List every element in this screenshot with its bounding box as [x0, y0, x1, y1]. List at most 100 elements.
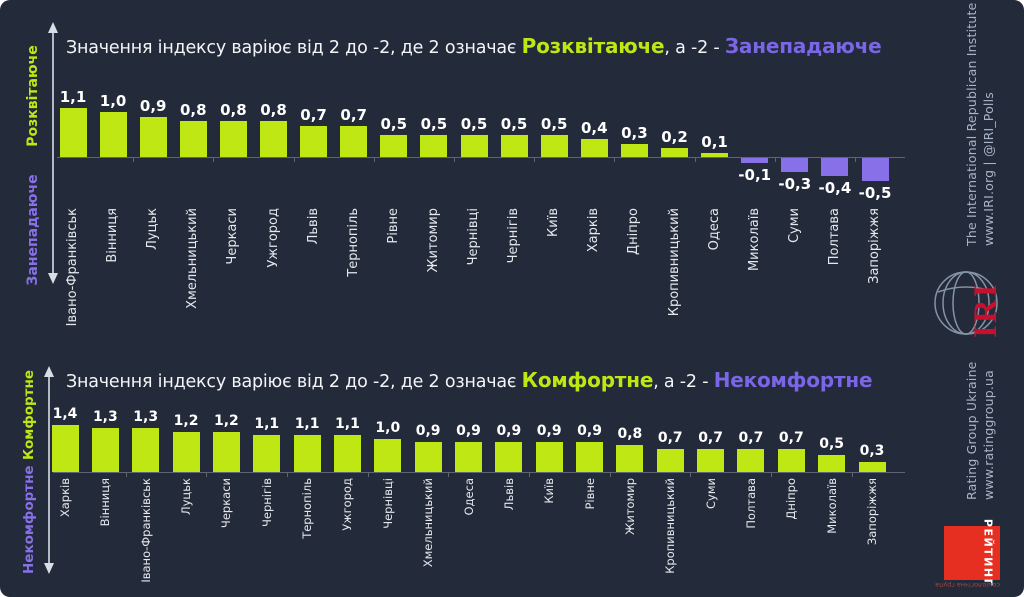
bar	[818, 455, 846, 472]
bar-city-label: Одеса	[706, 208, 722, 251]
chart1-title-prefix: Значення індексу варіює від 2 до -2, де …	[66, 38, 522, 58]
chart1-title-negative-word: Занепадаюче	[724, 34, 882, 58]
bar	[661, 148, 688, 157]
bar-city-label: Івано-Франківськ	[65, 208, 80, 327]
bar	[212, 431, 240, 472]
bar-value-label: 0,5	[420, 114, 448, 133]
bar	[495, 441, 523, 472]
bar-value-label: 1,0	[99, 92, 127, 110]
axis-tick	[206, 473, 208, 477]
bar-value-label: 0,5	[500, 114, 528, 133]
bar-value-label: 0,8	[617, 426, 643, 443]
bar-city-label: Київ	[546, 208, 562, 237]
bar-value-label: 0,9	[496, 422, 522, 439]
bar-value-label: 1,1	[335, 416, 360, 433]
axis-tick	[690, 473, 692, 477]
chart1-axis-negative-label: Занепадаюче	[25, 174, 41, 286]
bar-city-label: Суми	[703, 478, 718, 509]
iri-credit-text: The International Republican Institute w…	[964, 3, 998, 246]
bar	[179, 121, 207, 157]
rating-group-logo: РЕЙТИНГ	[944, 519, 1000, 587]
bar	[172, 431, 200, 472]
bar-value-label: 0,8	[260, 101, 287, 119]
bar-value-label: 0,2	[661, 128, 688, 146]
bar	[697, 448, 725, 472]
bar	[460, 134, 488, 157]
bar-value-label: 0,9	[456, 422, 481, 439]
iri-logo: IRI	[934, 271, 1004, 338]
axis-tick	[125, 473, 127, 477]
bar-value-label: 1,0	[375, 419, 401, 436]
chart1-title: Значення індексу варіює від 2 до -2, де …	[66, 34, 882, 58]
axis-tick	[771, 473, 773, 477]
globe-icon	[934, 271, 998, 335]
bar-value-label: 1,3	[92, 409, 118, 426]
bar-value-label: 0,9	[536, 422, 562, 439]
bar	[741, 158, 769, 163]
bar-city-label: Хмельницький	[185, 208, 201, 309]
bar	[260, 121, 287, 157]
bar	[821, 158, 849, 176]
chart2-y-axis-arrow	[44, 366, 54, 574]
bar	[737, 448, 765, 472]
chart2-title-negative-word: Некомфортне	[713, 368, 873, 392]
bar	[580, 139, 608, 157]
axis-tick	[286, 473, 288, 477]
chart2-title: Значення індексу варіює від 2 до -2, де …	[66, 368, 873, 392]
axis-tick	[694, 158, 696, 162]
axis-tick	[609, 473, 611, 477]
bar-city-label: Хмельницький	[421, 478, 436, 568]
bar-city-label: Вінниця	[98, 478, 113, 527]
bar-city-label: Івано-Франківськ	[138, 478, 153, 583]
bar-city-label: Чернігів	[506, 208, 522, 264]
bar	[374, 438, 402, 472]
bar-value-label: 0,3	[859, 442, 885, 459]
bar	[861, 158, 889, 181]
bar	[576, 441, 604, 472]
rating-credit-text: Rating Group Ukraine www.ratinggroup.ua	[964, 360, 998, 500]
bar-city-label: Київ	[542, 478, 557, 504]
bar	[99, 112, 127, 157]
bar-value-label: 0,7	[300, 105, 327, 124]
bar-city-label: Харків	[586, 208, 602, 253]
bar-city-label: Черкаси	[225, 208, 241, 265]
bar-city-label: Кропивницький	[663, 478, 678, 574]
bar-city-label: Ужгород	[265, 208, 281, 268]
bar-value-label: 1,1	[294, 416, 320, 433]
rating-credit-line1: Rating Group Ukraine	[964, 361, 979, 500]
bar	[253, 435, 281, 472]
bar-city-label: Тернопіль	[345, 208, 361, 277]
bar	[219, 121, 247, 157]
bar	[293, 435, 321, 472]
bar	[777, 448, 805, 472]
bar	[414, 441, 442, 472]
bar	[540, 134, 568, 157]
bar-value-label: 0,9	[139, 96, 167, 115]
bar-city-label: Львів	[305, 208, 321, 245]
iri-logo-text: IRI	[968, 282, 1004, 338]
axis-tick	[373, 158, 375, 162]
bar	[132, 428, 160, 472]
axis-tick	[367, 473, 369, 477]
bar-city-label: Кропивницький	[666, 208, 682, 317]
chart2-title-positive-word: Комфортне	[521, 368, 654, 392]
bar-city-label: Дніпро	[784, 478, 799, 520]
bar-value-label: 0,9	[577, 422, 602, 439]
rating-logo-text: РЕЙТИНГ	[981, 518, 995, 588]
bar-value-label: 0,7	[778, 429, 804, 446]
bar	[333, 435, 361, 472]
axis-tick	[453, 158, 455, 162]
rating-logo-subtext: соціологічна група	[935, 581, 1000, 589]
bar-value-label: 0,5	[380, 114, 408, 133]
bar-value-label: 0,5	[819, 436, 845, 453]
bar	[340, 125, 368, 157]
chart2-axis-positive-label: Комфортне	[21, 370, 37, 460]
bar-city-label: Луцьк	[145, 208, 161, 250]
bar-city-label: Чернівці	[380, 478, 395, 529]
chart2-axis-negative-label: Некомфортне	[21, 465, 37, 574]
bar-value-label: -0,1	[738, 165, 772, 184]
bar-city-label: Суми	[786, 208, 802, 244]
bar-value-label: 0,8	[180, 101, 207, 119]
bar-value-label: -0,4	[818, 179, 852, 197]
